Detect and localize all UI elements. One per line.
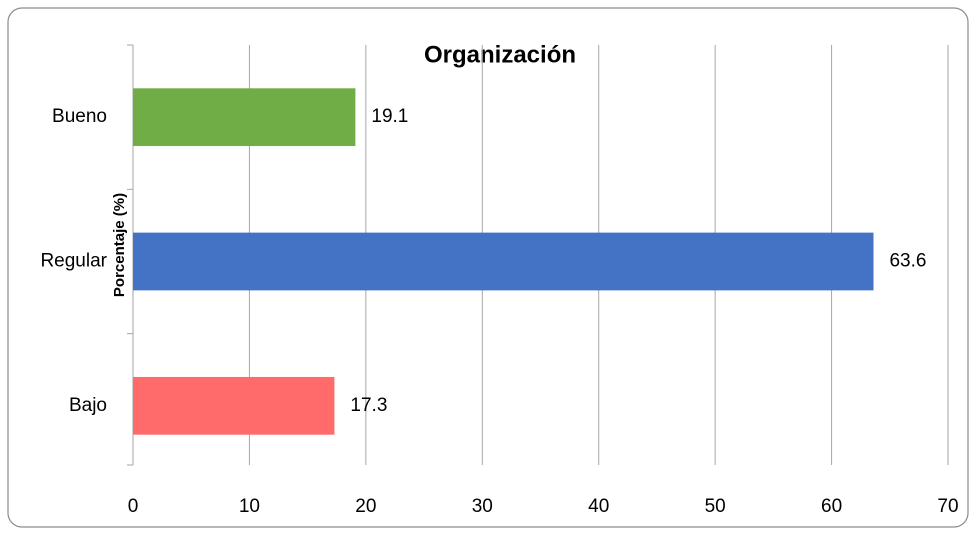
x-tick-label: 20 — [355, 496, 376, 517]
y-tick-label: Regular — [40, 251, 107, 272]
value-label: 19.1 — [371, 106, 408, 127]
bar — [133, 376, 335, 435]
value-label: 63.6 — [889, 251, 926, 272]
x-tick-label: 70 — [937, 496, 958, 517]
y-tick-label: Bueno — [52, 106, 107, 127]
y-tick-label: Bajo — [69, 395, 107, 416]
x-tick-label: 50 — [705, 496, 726, 517]
x-tick-label: 30 — [472, 496, 493, 517]
chart-title: Organización — [424, 41, 576, 68]
x-tick-label: 60 — [821, 496, 842, 517]
value-label: 17.3 — [350, 395, 387, 416]
bar — [133, 232, 874, 291]
x-tick-label: 10 — [239, 496, 260, 517]
x-tick-label: 0 — [128, 496, 139, 517]
y-axis-label: Porcentaje (%) — [111, 193, 128, 297]
x-tick-label: 40 — [588, 496, 609, 517]
bar — [133, 88, 356, 147]
